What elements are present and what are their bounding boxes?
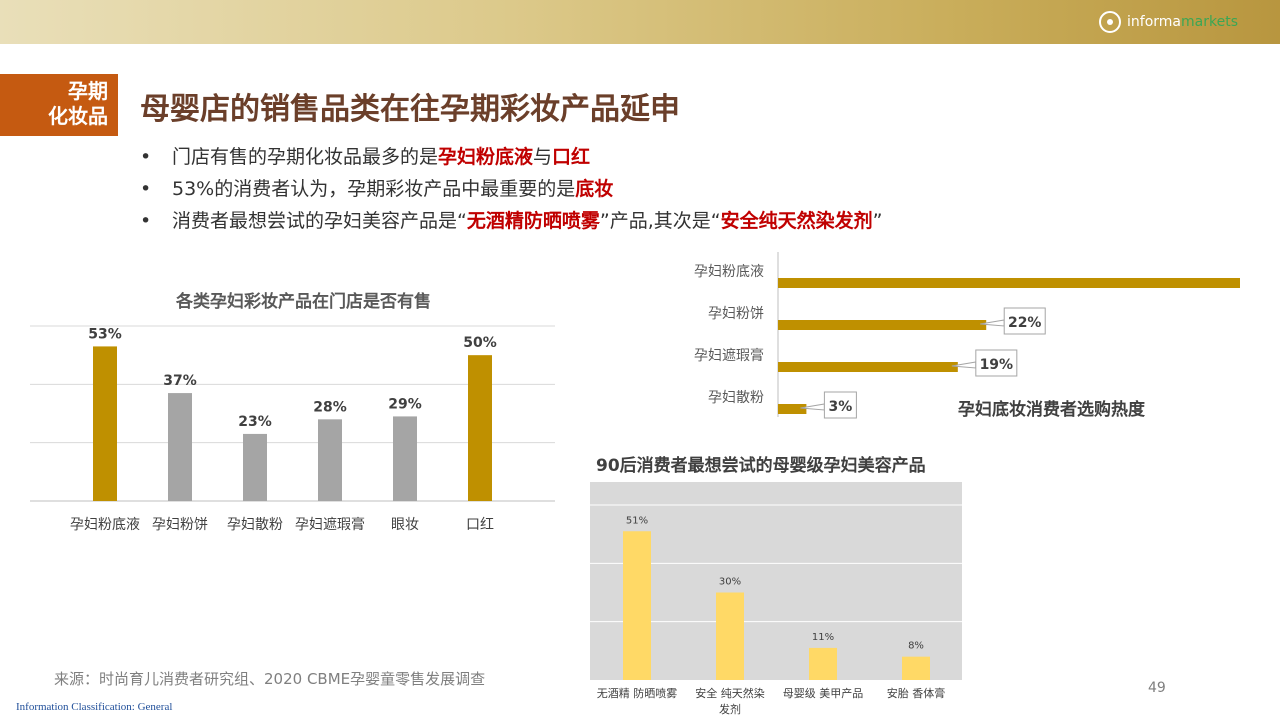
x-tick-label: 眼妆 bbox=[391, 517, 419, 533]
chart3-title: 90后消费者最想尝试的母婴级孕妇美容产品 bbox=[596, 456, 926, 476]
bar bbox=[778, 320, 987, 330]
bar-value-label: 29% bbox=[388, 396, 422, 412]
x-tick-label: 安胎 香体膏 bbox=[887, 686, 946, 700]
bullet-text: 53%的消费者认为，孕期彩妆产品中最重要的是 bbox=[172, 178, 576, 200]
callout-box bbox=[1003, 307, 1046, 335]
logo-word-1: informa bbox=[1127, 14, 1182, 30]
x-tick-label: 安全 纯天然染发剂 bbox=[695, 686, 765, 716]
bar bbox=[623, 531, 651, 680]
x-tick-label: 孕妇遮瑕膏 bbox=[295, 516, 365, 533]
bar bbox=[778, 404, 807, 414]
bullet-list: • 门店有售的孕期化妆品最多的是孕妇粉底液与口红 • 53%的消费者认为，孕期彩妆产… bbox=[140, 141, 882, 237]
bar-value-label: 22% bbox=[1008, 315, 1042, 331]
bullet-highlight: 底妆 bbox=[575, 178, 614, 200]
x-tick-label: 孕妇散粉 bbox=[227, 516, 283, 533]
bar bbox=[393, 416, 417, 501]
chart2-title: 孕妇底妆消费者选购热度 bbox=[958, 400, 1145, 420]
bar-value-label: 8% bbox=[908, 641, 924, 652]
bullet-text: ” bbox=[872, 210, 883, 232]
bar-value-label: 51% bbox=[626, 515, 648, 526]
bar-value-label: 28% bbox=[313, 399, 347, 415]
bar bbox=[809, 647, 837, 680]
bar-value-label: 30% bbox=[719, 577, 741, 588]
page-number: 49 bbox=[1148, 680, 1166, 696]
post90s-beauty-products-chart: 51% 无酒精 防晒喷雾 30% 安全 纯天然染发剂 11% 母婴级 美甲产品 8% 安胎 香… bbox=[590, 482, 962, 716]
page-title: 母婴店的销售品类在往孕期彩妆产品延申 bbox=[140, 92, 680, 127]
bullet-text: 与 bbox=[533, 146, 553, 168]
source-note: 来源：时尚育儿消费者研究组、2020 CBME孕婴童零售发展调查 bbox=[54, 670, 486, 688]
callout-box bbox=[823, 391, 857, 419]
bullet-highlight: 安全纯天然染发剂 bbox=[720, 210, 873, 232]
classification-label: Information Classification: General bbox=[16, 701, 173, 713]
informa-markets-logo: informa markets bbox=[1099, 10, 1238, 34]
y-tick-label: 孕妇粉底液 bbox=[694, 263, 764, 280]
x-tick-label: 口红 bbox=[466, 517, 494, 533]
bullet-highlight: 孕妇粉底液 bbox=[438, 146, 534, 168]
bar-value-label: 53% bbox=[88, 326, 122, 342]
bullet-item: • 门店有售的孕期化妆品最多的是孕妇粉底液与口红 bbox=[140, 146, 591, 168]
y-tick-label: 孕妇遮瑕膏 bbox=[694, 347, 764, 364]
bar bbox=[778, 362, 958, 372]
bar bbox=[778, 278, 1240, 288]
section-tag: 孕期 化妆品 bbox=[0, 74, 118, 136]
store-availability-chart: 53% 孕妇粉底液 37% 孕妇粉饼 23% 孕妇散粉 28% 孕妇遮瑕膏 29% 眼妆 50% 口红 bbox=[30, 325, 555, 533]
x-tick-label: 无酒精 防晒喷雾 bbox=[597, 686, 678, 700]
callout-box bbox=[975, 349, 1018, 377]
bar bbox=[902, 656, 930, 680]
bar-value-label: 11% bbox=[812, 632, 834, 643]
y-tick-label: 孕妇粉饼 bbox=[708, 305, 764, 322]
bullet-text: ”产品,其次是“ bbox=[599, 210, 721, 232]
bar-value-label: 50% bbox=[463, 335, 497, 351]
bar bbox=[716, 592, 744, 680]
section-tag-line1: 孕期 bbox=[68, 79, 108, 103]
bar-value-label: 3% bbox=[829, 399, 853, 415]
x-tick-label: 母婴级 美甲产品 bbox=[783, 686, 864, 700]
bullet-item: • 53%的消费者认为，孕期彩妆产品中最重要的是底妆 bbox=[140, 178, 614, 200]
chart1-title: 各类孕妇彩妆产品在门店是否有售 bbox=[176, 292, 431, 312]
bar bbox=[93, 346, 117, 501]
bar-value-label: 37% bbox=[163, 373, 197, 389]
bar-value-label: 23% bbox=[238, 414, 272, 430]
section-tag-line2: 化妆品 bbox=[48, 104, 108, 128]
bullet-highlight: 口红 bbox=[552, 146, 591, 168]
bullet-item: • 消费者最想尝试的孕妇美容产品是“无酒精防晒喷雾”产品,其次是“安全纯天然染发剂… bbox=[140, 210, 883, 232]
bar bbox=[243, 433, 267, 501]
bar-value-label: 19% bbox=[980, 357, 1014, 373]
x-tick-label: 孕妇粉底液 bbox=[70, 516, 140, 533]
logo-word-2: markets bbox=[1181, 14, 1238, 30]
bullet-text: 消费者最想尝试的孕妇美容产品是“ bbox=[172, 210, 467, 232]
y-tick-label: 孕妇散粉 bbox=[708, 389, 764, 406]
bar bbox=[318, 419, 342, 501]
logo-icon bbox=[1099, 11, 1122, 33]
bar bbox=[468, 355, 492, 501]
bar bbox=[168, 393, 192, 501]
bullet-text: 门店有售的孕期化妆品最多的是 bbox=[172, 146, 439, 168]
bullet-highlight: 无酒精防晒喷雾 bbox=[466, 210, 600, 232]
x-tick-label: 孕妇粉饼 bbox=[152, 516, 208, 533]
plot-background bbox=[590, 482, 962, 680]
header-bar: informa markets bbox=[0, 0, 1280, 44]
